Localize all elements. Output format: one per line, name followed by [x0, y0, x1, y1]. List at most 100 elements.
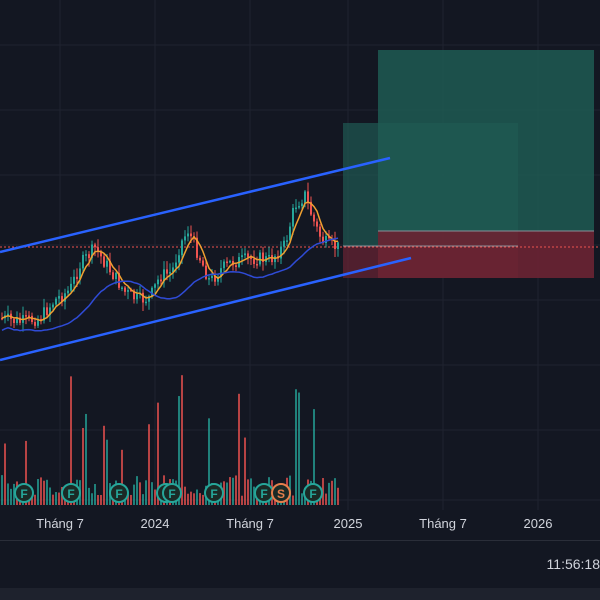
event-marker-circle [271, 483, 291, 503]
candle-body [100, 251, 102, 257]
split-event-icon[interactable]: S [271, 483, 291, 503]
volume-bar [151, 482, 153, 505]
candle-body [16, 317, 18, 324]
candle-body [319, 226, 321, 237]
volume-bar [133, 484, 135, 505]
volume-bar [37, 479, 39, 505]
volume-bar [13, 483, 15, 505]
financial-event-icon[interactable]: F [254, 483, 274, 503]
candle-body [82, 254, 84, 269]
time-axis-label: Tháng 7 [36, 516, 84, 531]
candle-body [268, 255, 270, 257]
volume-bar [232, 477, 234, 505]
candle-body [334, 240, 336, 250]
candle-body [43, 307, 45, 321]
financial-event-icon[interactable]: F [14, 483, 34, 503]
volume-bar [235, 475, 237, 505]
candle-body [211, 275, 213, 279]
candle-body [13, 318, 15, 324]
volume-bar [334, 478, 336, 505]
volume-bar [121, 449, 123, 505]
volume-bar [328, 482, 330, 505]
volume-bar [82, 427, 84, 505]
volume-bar [130, 494, 132, 505]
candle-body [307, 191, 309, 202]
volume-bar [199, 493, 201, 505]
candle-body [166, 269, 168, 274]
candle-body [136, 293, 138, 300]
volume-bar [154, 489, 156, 505]
candle-body [91, 244, 93, 259]
event-marker-label: F [210, 487, 217, 501]
volume-bar [88, 487, 90, 505]
volume-bar [184, 486, 186, 505]
volume-bar [43, 480, 45, 505]
volume-bar [7, 483, 9, 505]
candle-body [304, 191, 306, 204]
candle-body [115, 272, 117, 280]
candle-body [34, 322, 36, 326]
time-axis-label: Tháng 7 [226, 516, 274, 531]
candle-body [52, 304, 54, 308]
volume-bar [226, 482, 228, 505]
candle-body [7, 313, 9, 316]
volume-bar [190, 491, 192, 505]
candle-body [301, 203, 303, 207]
candle-body [160, 279, 162, 282]
event-marker-label: F [115, 487, 122, 501]
volume-bar [178, 396, 180, 505]
candle-body [262, 252, 264, 262]
candle-body [280, 246, 282, 259]
volume-bar [34, 494, 36, 505]
candle-body [289, 226, 291, 241]
candle-body [94, 244, 96, 248]
candle-body [226, 261, 228, 264]
volume-bar [142, 494, 144, 505]
event-marker-label: F [168, 487, 175, 501]
candle-body [313, 214, 315, 222]
candle-body [70, 283, 72, 291]
candle-body [163, 269, 165, 282]
candle-body [184, 236, 186, 241]
candle-body [187, 233, 189, 237]
time-axis-label: 2026 [523, 516, 553, 531]
volume-bar [139, 482, 141, 505]
volume-bar [85, 413, 87, 505]
volume-bar [295, 389, 297, 505]
volume-bar [331, 480, 333, 505]
candle-body [337, 242, 339, 250]
candle-body [61, 296, 63, 302]
bottom-strip [0, 588, 600, 600]
profit-zone [343, 123, 518, 246]
candle-body [298, 206, 300, 208]
loss-zone [343, 246, 518, 278]
event-marker-circle [61, 483, 81, 503]
financial-event-icon[interactable]: F [162, 483, 182, 503]
volume-bar [46, 479, 48, 505]
candle-body [178, 255, 180, 263]
volume-bar [250, 478, 252, 505]
price-chart[interactable]: FFFFFFFSF [0, 0, 600, 540]
candle-body [217, 277, 219, 282]
candle-body [175, 262, 177, 268]
volume-bar [313, 409, 315, 505]
volume-bar [241, 495, 243, 505]
event-marker-circle [303, 483, 323, 503]
financial-event-icon[interactable]: F [204, 483, 224, 503]
financial-event-icon[interactable]: F [303, 483, 323, 503]
candle-body [202, 260, 204, 266]
financial-event-icon[interactable]: F [61, 483, 81, 503]
moving-average-fast [1, 201, 339, 322]
event-marker-circle [109, 483, 129, 503]
candle-body [79, 268, 81, 280]
financial-event-icon[interactable]: F [109, 483, 129, 503]
candle-body [235, 265, 237, 267]
bottom-toolbar [0, 540, 600, 591]
candle-body [19, 317, 21, 323]
volume-bar [10, 488, 12, 505]
candle-body [205, 265, 207, 279]
volume-bar [244, 437, 246, 505]
candle-body [37, 319, 39, 326]
volume-bar [127, 494, 129, 505]
